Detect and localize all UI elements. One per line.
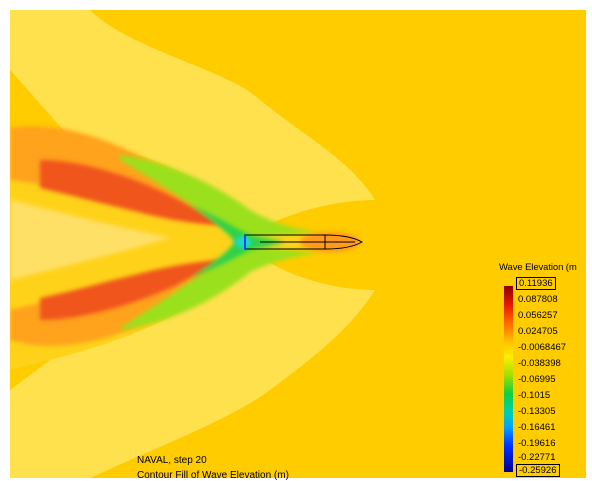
wave-contour-green-upper: [120, 155, 320, 240]
wave-contour-light-upper: [10, 10, 375, 235]
legend-label: -0.06995: [518, 374, 556, 385]
legend-color-bar: [504, 286, 513, 472]
legend-label: -0.19616: [518, 438, 556, 449]
legend-title: Wave Elevation (m: [499, 262, 577, 273]
legend-label: -0.16461: [518, 422, 556, 433]
wave-contour-green-lower: [120, 245, 320, 330]
legend-label: 0.024705: [518, 326, 558, 337]
legend-label: -0.1015: [518, 390, 551, 401]
wave-elevation-field: [10, 10, 586, 478]
legend-label: -0.22771: [518, 452, 556, 463]
ship-hull: [244, 234, 364, 250]
wave-contour-cyan-core: [235, 236, 251, 248]
legend-label: -0.0068467: [518, 342, 567, 353]
legend-label: 0.087808: [518, 294, 558, 305]
wave-contour-red-upper: [40, 160, 220, 225]
legend-label: -0.038398: [518, 358, 561, 369]
wave-contour-trough-tail: [10, 200, 170, 280]
legend-label: -0.13305: [518, 406, 556, 417]
caption-title: Contour Fill of Wave Elevation (m): [137, 470, 289, 481]
caption-step: NAVAL, step 20: [137, 455, 207, 466]
wave-contour-light-lower: [10, 250, 375, 478]
legend-label: 0.056257: [518, 310, 558, 321]
wave-contour-red-lower: [40, 260, 220, 320]
legend-max-label: 0.11936: [516, 277, 556, 290]
legend-min-label: -0.25926: [516, 464, 560, 477]
contour-plot: [10, 10, 586, 478]
